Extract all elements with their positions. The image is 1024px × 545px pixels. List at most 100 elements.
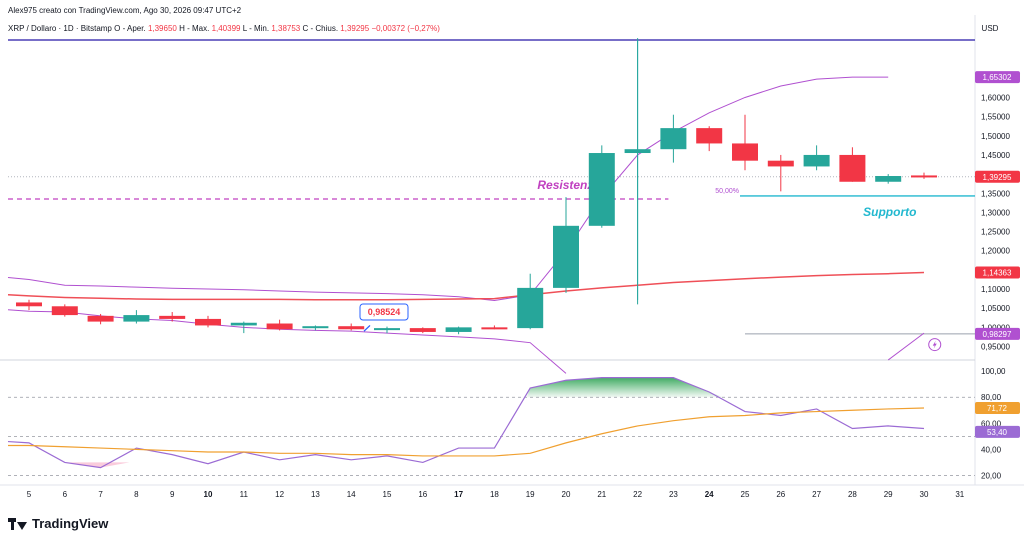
- time-tick-label: 26: [776, 490, 785, 499]
- candle: [911, 172, 937, 179]
- candle-body: [16, 302, 42, 307]
- price-tick-label: 1,25000: [981, 228, 1010, 237]
- candle-body: [159, 315, 186, 319]
- time-tick-label: 12: [275, 490, 284, 499]
- price-tick-label: 1,30000: [981, 208, 1010, 217]
- price-tick-label: 0,95000: [981, 343, 1010, 352]
- open-label: O - Aper.: [114, 24, 146, 33]
- candle: [732, 114, 758, 171]
- rsi-line: [7, 377, 925, 469]
- time-tick-label: 28: [848, 490, 857, 499]
- candle-body: [87, 315, 114, 322]
- candle-body: [302, 326, 329, 329]
- time-tick-label: 8: [134, 490, 139, 499]
- candle-body: [266, 323, 293, 330]
- candle: [624, 38, 651, 305]
- time-tick-label: 21: [597, 490, 606, 499]
- rsi-value-tag-box: [975, 402, 1020, 415]
- price-tick-label: 1,55000: [981, 113, 1010, 122]
- price-tick-label: 1,45000: [981, 151, 1010, 160]
- candle: [87, 313, 114, 325]
- time-tick-label: 15: [383, 490, 392, 499]
- rsi-tick-label: 80,00: [981, 393, 1002, 402]
- close-label: C - Chius.: [302, 24, 339, 33]
- time-tick-label: 11: [240, 490, 249, 499]
- time-tick-label: 10: [204, 490, 213, 499]
- time-tick-label: 27: [812, 490, 821, 499]
- candle: [767, 154, 794, 192]
- resistance-label: Resistenza: [537, 178, 600, 192]
- price-tag-label: 1,39295: [983, 173, 1012, 182]
- candle: [660, 114, 687, 163]
- time-tick-label: 30: [920, 490, 929, 499]
- currency-label: USD: [982, 24, 999, 33]
- price-tick-label: 1,60000: [981, 93, 1010, 102]
- candle-body: [230, 322, 257, 326]
- close-value: 1,39295: [340, 24, 370, 33]
- rsi-oversold-fill: [54, 462, 130, 468]
- time-tick-label: 14: [347, 490, 356, 499]
- candle-body: [767, 160, 794, 167]
- change-value: −0,00372 (−0,27%): [371, 24, 440, 33]
- price-tick-label: 1,35000: [981, 189, 1010, 198]
- price-tag-label: 0,98297: [983, 330, 1012, 339]
- rsi-value-tag: 71,72: [975, 402, 1020, 415]
- price-callout-box: [359, 303, 409, 321]
- high-label: H - Max.: [179, 24, 210, 33]
- price-tick-label: 1,20000: [981, 247, 1010, 256]
- candle: [159, 312, 186, 322]
- rsi-average-line: [8, 407, 925, 457]
- candle: [445, 326, 472, 335]
- price-tag-box: [975, 170, 1020, 183]
- time-tick-label: 18: [490, 490, 499, 499]
- price-tick-label: 1,50000: [981, 132, 1010, 141]
- candle: [875, 174, 902, 184]
- price-tag-label: 1,65302: [983, 73, 1012, 82]
- price-tag-box: [975, 266, 1020, 279]
- time-tick-label: 9: [170, 490, 175, 499]
- price-tick-label: 1,00000: [981, 323, 1010, 332]
- symbol-label: XRP / Dollaro · 1D · Bitstamp: [8, 24, 112, 33]
- candle: [195, 315, 221, 328]
- time-tick-label: 22: [633, 490, 642, 499]
- price-tag-box: [975, 327, 1020, 340]
- rsi-value-tag-label: 53,40: [987, 428, 1008, 437]
- candle: [302, 325, 329, 331]
- price-tag: 1,14363: [975, 266, 1020, 279]
- candle: [230, 321, 257, 334]
- candle: [696, 126, 723, 152]
- candle: [123, 310, 150, 324]
- candle-body: [195, 318, 221, 326]
- price-tag: 0,98297: [975, 327, 1020, 340]
- rsi-value-tag-label: 71,72: [987, 404, 1008, 413]
- price-tick-label: 1,10000: [981, 285, 1010, 294]
- lightning-icon-bolt: [932, 340, 937, 349]
- high-value: 1,40399: [211, 24, 241, 33]
- low-value: 1,38753: [271, 24, 301, 33]
- brand-name: TradingView: [32, 516, 109, 531]
- price-chart[interactable]: USD0,950001,000001,050001,100001,150001,…: [0, 0, 1024, 500]
- candle: [517, 273, 544, 330]
- candle: [16, 299, 42, 311]
- candle: [266, 319, 293, 331]
- candle-body: [732, 143, 758, 161]
- rsi-tick-label: 20,00: [981, 471, 1002, 480]
- candle-body: [374, 328, 400, 331]
- time-tick-label: 7: [98, 490, 103, 499]
- candle-body: [481, 327, 508, 330]
- price-tag: 1,65302: [975, 71, 1020, 84]
- low-label: L - Min.: [242, 24, 270, 33]
- time-tick-label: 24: [705, 490, 714, 499]
- tradingview-logo[interactable]: TradingView: [8, 516, 108, 531]
- time-tick-label: 16: [418, 490, 427, 499]
- price-callout: 0,98524: [359, 303, 409, 332]
- rsi-overbought-fill: [526, 377, 724, 398]
- candle-body: [445, 327, 472, 332]
- candle: [553, 197, 579, 293]
- candle-body: [51, 306, 78, 316]
- open-value: 1,39650: [147, 24, 177, 33]
- price-tick-label: 1,05000: [981, 304, 1010, 313]
- candle: [481, 325, 508, 330]
- support-label: Supporto: [863, 205, 916, 219]
- time-tick-label: 17: [454, 490, 463, 499]
